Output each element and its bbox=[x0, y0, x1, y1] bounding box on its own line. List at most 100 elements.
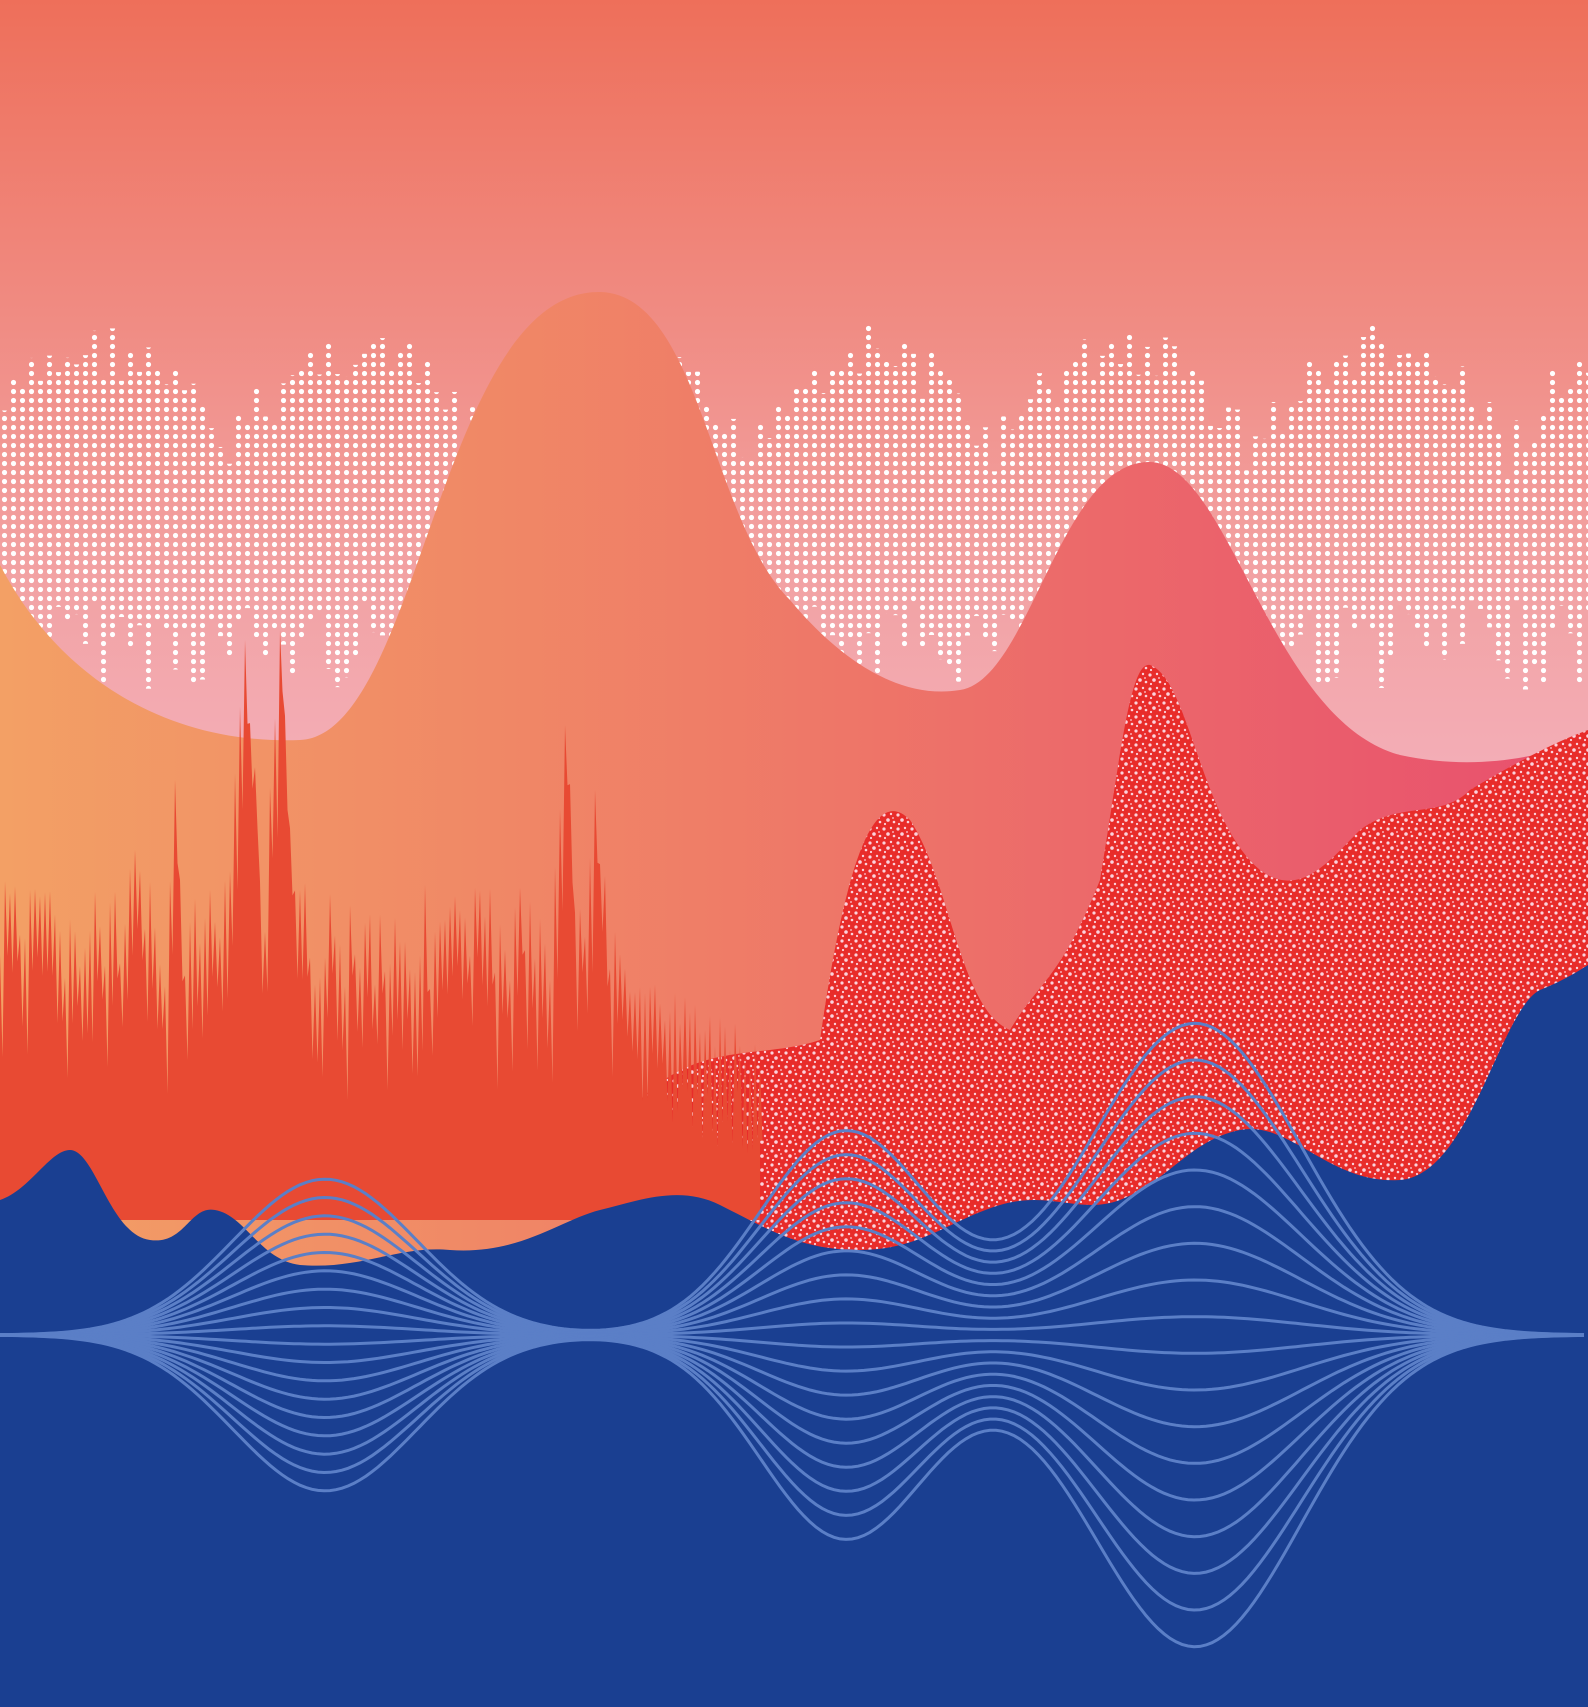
halftone-column bbox=[342, 376, 351, 678]
halftone-column bbox=[1413, 359, 1422, 628]
halftone-column bbox=[135, 371, 144, 626]
halftone-column bbox=[1062, 368, 1071, 621]
halftone-column bbox=[189, 383, 198, 684]
halftone-column bbox=[207, 428, 216, 622]
halftone-column bbox=[360, 353, 369, 603]
halftone-column bbox=[180, 390, 189, 632]
halftone-column bbox=[1332, 361, 1341, 678]
wave-line bbox=[0, 1095, 1585, 1337]
wave-line bbox=[0, 1333, 1585, 1649]
halftone-column bbox=[1557, 396, 1566, 606]
halftone-column bbox=[333, 374, 342, 688]
wave-line bbox=[0, 1333, 1585, 1539]
halftone-column bbox=[1089, 378, 1098, 603]
halftone-column bbox=[846, 352, 855, 640]
halftone-column bbox=[1575, 361, 1584, 686]
halftone-column bbox=[72, 364, 81, 615]
halftone-column bbox=[261, 416, 270, 659]
wave-line bbox=[0, 1278, 1584, 1337]
halftone-column bbox=[36, 380, 45, 637]
halftone-column bbox=[1386, 369, 1395, 656]
wave-line bbox=[0, 1205, 1584, 1337]
halftone-column bbox=[90, 330, 99, 605]
halftone-column bbox=[765, 438, 774, 638]
halftone-column bbox=[1035, 373, 1044, 667]
halftone-column bbox=[954, 393, 963, 682]
wave-line bbox=[0, 1333, 1584, 1429]
halftone-column bbox=[306, 351, 315, 622]
halftone-column bbox=[1296, 401, 1305, 635]
halftone-column bbox=[1008, 429, 1017, 623]
halftone-column bbox=[1071, 360, 1080, 603]
wave-line bbox=[0, 1333, 1585, 1575]
halftone-column bbox=[0, 410, 9, 651]
halftone-column bbox=[999, 416, 1008, 615]
halftone-column bbox=[423, 361, 432, 690]
halftone-column bbox=[1467, 403, 1476, 601]
halftone-column bbox=[1044, 387, 1053, 650]
halftone-column bbox=[162, 384, 171, 630]
halftone-column bbox=[1404, 353, 1413, 615]
halftone-column bbox=[837, 370, 846, 671]
halftone-column bbox=[117, 380, 126, 618]
halftone-column bbox=[1053, 405, 1062, 610]
halftone-column bbox=[927, 350, 936, 636]
halftone-column bbox=[1359, 337, 1368, 622]
halftone-column bbox=[864, 323, 873, 634]
halftone-column bbox=[1233, 409, 1242, 664]
halftone-column bbox=[1224, 407, 1233, 653]
halftone-column bbox=[891, 366, 900, 616]
halftone-column bbox=[297, 368, 306, 640]
halftone-column bbox=[1305, 360, 1314, 613]
halftone-column bbox=[99, 376, 108, 688]
wave-line bbox=[0, 1315, 1584, 1337]
halftone-column bbox=[1494, 433, 1503, 661]
halftone-column bbox=[1503, 476, 1512, 679]
halftone-column bbox=[414, 383, 423, 640]
halftone-column bbox=[234, 415, 243, 621]
halftone-column bbox=[1017, 413, 1026, 646]
halftone-column bbox=[1368, 323, 1377, 632]
wave-line bbox=[0, 1333, 1584, 1355]
halftone-column bbox=[774, 404, 783, 664]
halftone-column bbox=[882, 362, 891, 614]
halftone-column bbox=[243, 423, 252, 609]
halftone-column bbox=[1395, 355, 1404, 605]
halftone-column bbox=[1476, 423, 1485, 609]
blue-ground bbox=[0, 965, 1588, 1707]
halftone-column bbox=[909, 353, 918, 602]
halftone-column bbox=[1323, 385, 1332, 684]
wave-line bbox=[0, 1058, 1585, 1337]
halftone-column bbox=[351, 364, 360, 658]
spectrum-spikes bbox=[0, 630, 763, 1220]
wave-line bbox=[0, 1241, 1584, 1337]
halftone-column bbox=[972, 445, 981, 617]
halftone-column bbox=[1080, 339, 1089, 666]
halftone-column bbox=[1242, 470, 1251, 655]
halftone-column bbox=[1278, 433, 1287, 667]
halftone-column bbox=[324, 341, 333, 669]
halftone-column bbox=[405, 341, 414, 633]
halftone-column bbox=[9, 378, 18, 622]
halftone-column bbox=[225, 463, 234, 659]
halftone-column bbox=[828, 368, 837, 636]
halftone-column bbox=[1449, 386, 1458, 609]
halftone-column bbox=[801, 386, 810, 675]
halftone-column bbox=[1431, 375, 1440, 620]
halftone-column bbox=[288, 375, 297, 676]
halftone-column bbox=[252, 388, 261, 638]
halftone-column bbox=[873, 348, 882, 690]
halftone-column bbox=[1548, 369, 1557, 628]
halftone-column bbox=[1026, 399, 1035, 603]
halftone-column bbox=[1287, 405, 1296, 648]
halftone-column bbox=[1269, 401, 1278, 636]
halftone-column bbox=[1566, 389, 1575, 634]
halftone-column bbox=[216, 446, 225, 637]
halftone-column bbox=[1314, 370, 1323, 684]
wave-line bbox=[0, 1131, 1585, 1337]
halftone-column bbox=[918, 398, 927, 647]
halftone-column bbox=[153, 370, 162, 621]
halftone-column bbox=[783, 412, 792, 683]
halftone-column bbox=[1197, 380, 1206, 615]
